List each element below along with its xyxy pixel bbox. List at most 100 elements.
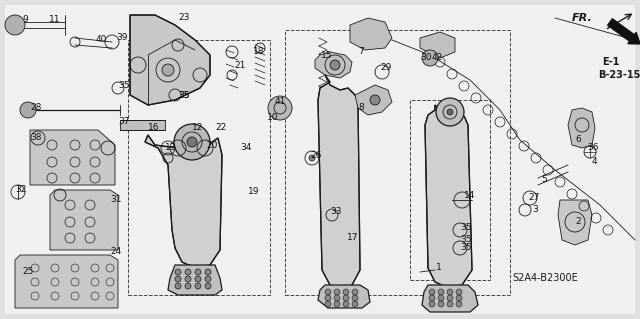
Circle shape	[438, 295, 444, 301]
Circle shape	[429, 295, 435, 301]
Polygon shape	[15, 255, 118, 308]
Circle shape	[352, 295, 358, 301]
Circle shape	[370, 95, 380, 105]
Circle shape	[325, 295, 331, 301]
Circle shape	[429, 289, 435, 295]
Circle shape	[343, 289, 349, 295]
Text: 25: 25	[22, 268, 33, 277]
Text: 3: 3	[532, 205, 538, 214]
Text: S2A4-B2300E: S2A4-B2300E	[512, 273, 578, 283]
Text: 26: 26	[310, 151, 321, 160]
Polygon shape	[318, 285, 370, 308]
Circle shape	[438, 301, 444, 307]
Text: 35: 35	[460, 243, 472, 253]
Text: 6: 6	[575, 136, 580, 145]
Text: 35: 35	[460, 235, 472, 244]
Text: 35: 35	[118, 80, 129, 90]
Circle shape	[195, 283, 201, 289]
Circle shape	[447, 295, 453, 301]
Text: 41: 41	[275, 98, 286, 107]
Text: 28: 28	[30, 103, 42, 113]
Circle shape	[422, 50, 438, 66]
Text: 10: 10	[267, 114, 278, 122]
Circle shape	[436, 98, 464, 126]
Circle shape	[456, 295, 462, 301]
Circle shape	[20, 102, 36, 118]
Text: 22: 22	[215, 123, 227, 132]
Circle shape	[334, 295, 340, 301]
Polygon shape	[130, 15, 210, 105]
Circle shape	[429, 301, 435, 307]
Text: 16: 16	[148, 123, 159, 132]
Polygon shape	[318, 75, 360, 290]
Bar	[410, 100, 490, 280]
Text: 30: 30	[420, 54, 431, 63]
Text: 15: 15	[321, 50, 333, 60]
Polygon shape	[350, 18, 392, 50]
Circle shape	[325, 301, 331, 307]
Polygon shape	[420, 32, 455, 58]
Text: 39: 39	[116, 33, 127, 42]
Polygon shape	[355, 85, 392, 115]
Polygon shape	[50, 190, 118, 250]
Circle shape	[334, 289, 340, 295]
Text: 21: 21	[234, 61, 245, 70]
Text: 19: 19	[248, 188, 259, 197]
Text: 29: 29	[380, 63, 392, 72]
Circle shape	[352, 289, 358, 295]
Text: 5: 5	[541, 175, 547, 184]
Text: 2: 2	[575, 218, 580, 226]
Circle shape	[187, 137, 197, 147]
Text: 27: 27	[528, 194, 540, 203]
Circle shape	[175, 283, 181, 289]
Polygon shape	[145, 135, 222, 268]
Circle shape	[162, 64, 174, 76]
Text: B-23-15: B-23-15	[598, 70, 640, 80]
Text: 13: 13	[165, 144, 177, 152]
Text: 38: 38	[30, 133, 42, 143]
Polygon shape	[568, 108, 595, 148]
Text: 11: 11	[49, 16, 61, 25]
Circle shape	[205, 276, 211, 282]
Text: 42: 42	[432, 54, 444, 63]
Text: 1: 1	[436, 263, 442, 272]
Circle shape	[309, 155, 315, 161]
Text: 18: 18	[253, 48, 264, 56]
Circle shape	[195, 269, 201, 275]
Polygon shape	[422, 285, 478, 312]
Text: 32: 32	[15, 186, 26, 195]
Text: 9: 9	[22, 16, 28, 25]
Circle shape	[185, 276, 191, 282]
FancyArrow shape	[607, 19, 640, 44]
Text: 36: 36	[587, 144, 598, 152]
Text: 4: 4	[592, 158, 598, 167]
Text: FR.: FR.	[572, 13, 593, 23]
Circle shape	[456, 289, 462, 295]
Text: E-1: E-1	[602, 57, 620, 67]
Circle shape	[325, 289, 331, 295]
Text: 40: 40	[96, 35, 108, 44]
Polygon shape	[30, 130, 115, 185]
Polygon shape	[425, 105, 472, 288]
Circle shape	[334, 301, 340, 307]
Circle shape	[438, 289, 444, 295]
Circle shape	[5, 15, 25, 35]
Circle shape	[447, 109, 453, 115]
Bar	[128, 40, 270, 295]
Circle shape	[343, 295, 349, 301]
Polygon shape	[168, 265, 222, 295]
Text: 35: 35	[178, 91, 189, 100]
Circle shape	[268, 96, 292, 120]
Text: 8: 8	[358, 103, 364, 113]
Circle shape	[205, 269, 211, 275]
Text: 7: 7	[358, 48, 364, 56]
Circle shape	[456, 301, 462, 307]
Circle shape	[185, 269, 191, 275]
Circle shape	[447, 301, 453, 307]
Polygon shape	[558, 200, 592, 245]
Text: 14: 14	[464, 191, 476, 201]
Circle shape	[343, 301, 349, 307]
Text: 31: 31	[110, 196, 122, 204]
Text: 23: 23	[178, 13, 189, 23]
Circle shape	[175, 269, 181, 275]
